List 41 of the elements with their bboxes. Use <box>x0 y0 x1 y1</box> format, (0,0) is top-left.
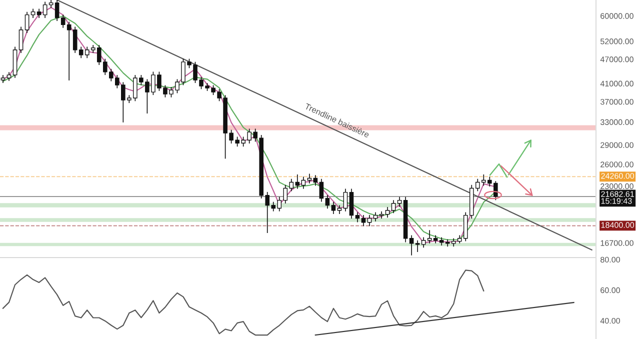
candlestick <box>319 178 324 202</box>
y-tick-label: 80.00 <box>600 256 620 263</box>
ref-line-label: 18400.00 <box>601 222 634 228</box>
candlestick <box>349 188 354 219</box>
candlestick <box>48 0 54 8</box>
y-tick-label: 26000.00 <box>600 162 634 168</box>
candlestick <box>54 0 60 22</box>
line-series <box>2 270 484 336</box>
y-tick-label: 37000.00 <box>600 98 634 105</box>
candlestick <box>421 237 426 248</box>
candlestick <box>24 12 30 34</box>
candlestick <box>325 195 330 209</box>
y-tick-label: 60.00 <box>600 287 620 294</box>
y-tick-label: 33000.00 <box>600 119 634 125</box>
candlestick <box>385 206 390 218</box>
candlestick <box>331 202 336 214</box>
ref-line-label: 21682.61 15:19:43 <box>601 191 634 204</box>
candlestick <box>18 26 24 53</box>
candlestick <box>361 214 366 226</box>
candlestick <box>42 2 48 18</box>
candlestick <box>343 188 348 212</box>
y-tick-label: 41000.00 <box>600 80 634 86</box>
candlestick <box>367 214 372 226</box>
candlestick <box>60 14 66 28</box>
candlestick <box>397 196 402 207</box>
y-tick-label: 40.00 <box>600 318 620 324</box>
candlestick <box>355 212 360 222</box>
candlestick <box>301 176 306 189</box>
candlestick <box>427 230 432 244</box>
ref-line-label: 24260.00 <box>601 173 634 179</box>
y-tick-label: 29000.00 <box>600 142 634 148</box>
y-tick-label: 52000.00 <box>600 38 634 44</box>
candlestick <box>415 240 420 252</box>
candlestick <box>409 235 414 256</box>
y-tick-label: 23000.00 <box>600 183 634 190</box>
candlestick <box>313 175 318 186</box>
y-tick-label: 60000.00 <box>600 13 634 19</box>
candlestick <box>391 200 396 214</box>
y-tick-label: 16700.00 <box>600 240 634 246</box>
y-tick-label: 47000.00 <box>600 56 634 62</box>
candlestick <box>433 235 438 244</box>
